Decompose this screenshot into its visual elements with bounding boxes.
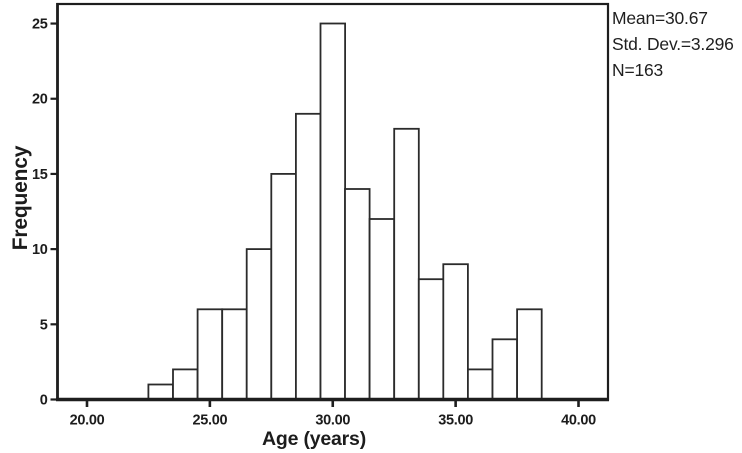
x-tick-label: 30.00 xyxy=(315,413,350,429)
y-tick-label: 20 xyxy=(32,92,48,108)
histogram-bar xyxy=(221,308,248,401)
histogram-bar xyxy=(491,338,519,401)
histogram-bar xyxy=(196,308,224,401)
stats-annotation: Mean=30.67 Std. Dev.=3.296 N=163 xyxy=(612,5,734,83)
y-tick-label: 5 xyxy=(40,317,48,333)
y-axis-title: Frequency xyxy=(9,145,32,250)
y-tick-label: 10 xyxy=(32,242,48,258)
histogram-bar xyxy=(270,172,297,401)
x-tick-label: 40.00 xyxy=(561,413,596,429)
y-tick-label: 25 xyxy=(32,17,48,33)
x-tick-label: 20.00 xyxy=(70,413,105,429)
histogram-bar xyxy=(368,218,396,401)
histogram-bar xyxy=(245,248,273,401)
histogram-bar xyxy=(344,188,371,401)
histogram-bar xyxy=(442,263,469,401)
x-tick-label: 35.00 xyxy=(438,413,473,429)
histogram-bar xyxy=(294,112,322,401)
histogram-bar xyxy=(147,383,174,401)
histogram-bar xyxy=(417,278,445,401)
histogram-bar xyxy=(466,368,494,401)
x-tick-label: 25.00 xyxy=(192,413,227,429)
histogram-bar xyxy=(393,127,420,401)
y-tick-label: 0 xyxy=(40,393,48,409)
y-tick-label: 15 xyxy=(32,167,48,183)
axes-layer: 0 5 10 15 20 25 20.00 25.00 30.00 35.00 40.00 xyxy=(32,2,610,429)
stat-mean: Mean=30.67 xyxy=(612,8,708,28)
bars-layer xyxy=(147,22,543,401)
x-axis-title: Age (years) xyxy=(262,428,366,450)
stat-n: N=163 xyxy=(612,60,664,80)
stat-std-dev: Std. Dev.=3.296 xyxy=(612,34,734,54)
histogram-bar xyxy=(516,308,543,401)
histogram-bar xyxy=(319,22,347,401)
histogram-bar xyxy=(172,368,199,401)
